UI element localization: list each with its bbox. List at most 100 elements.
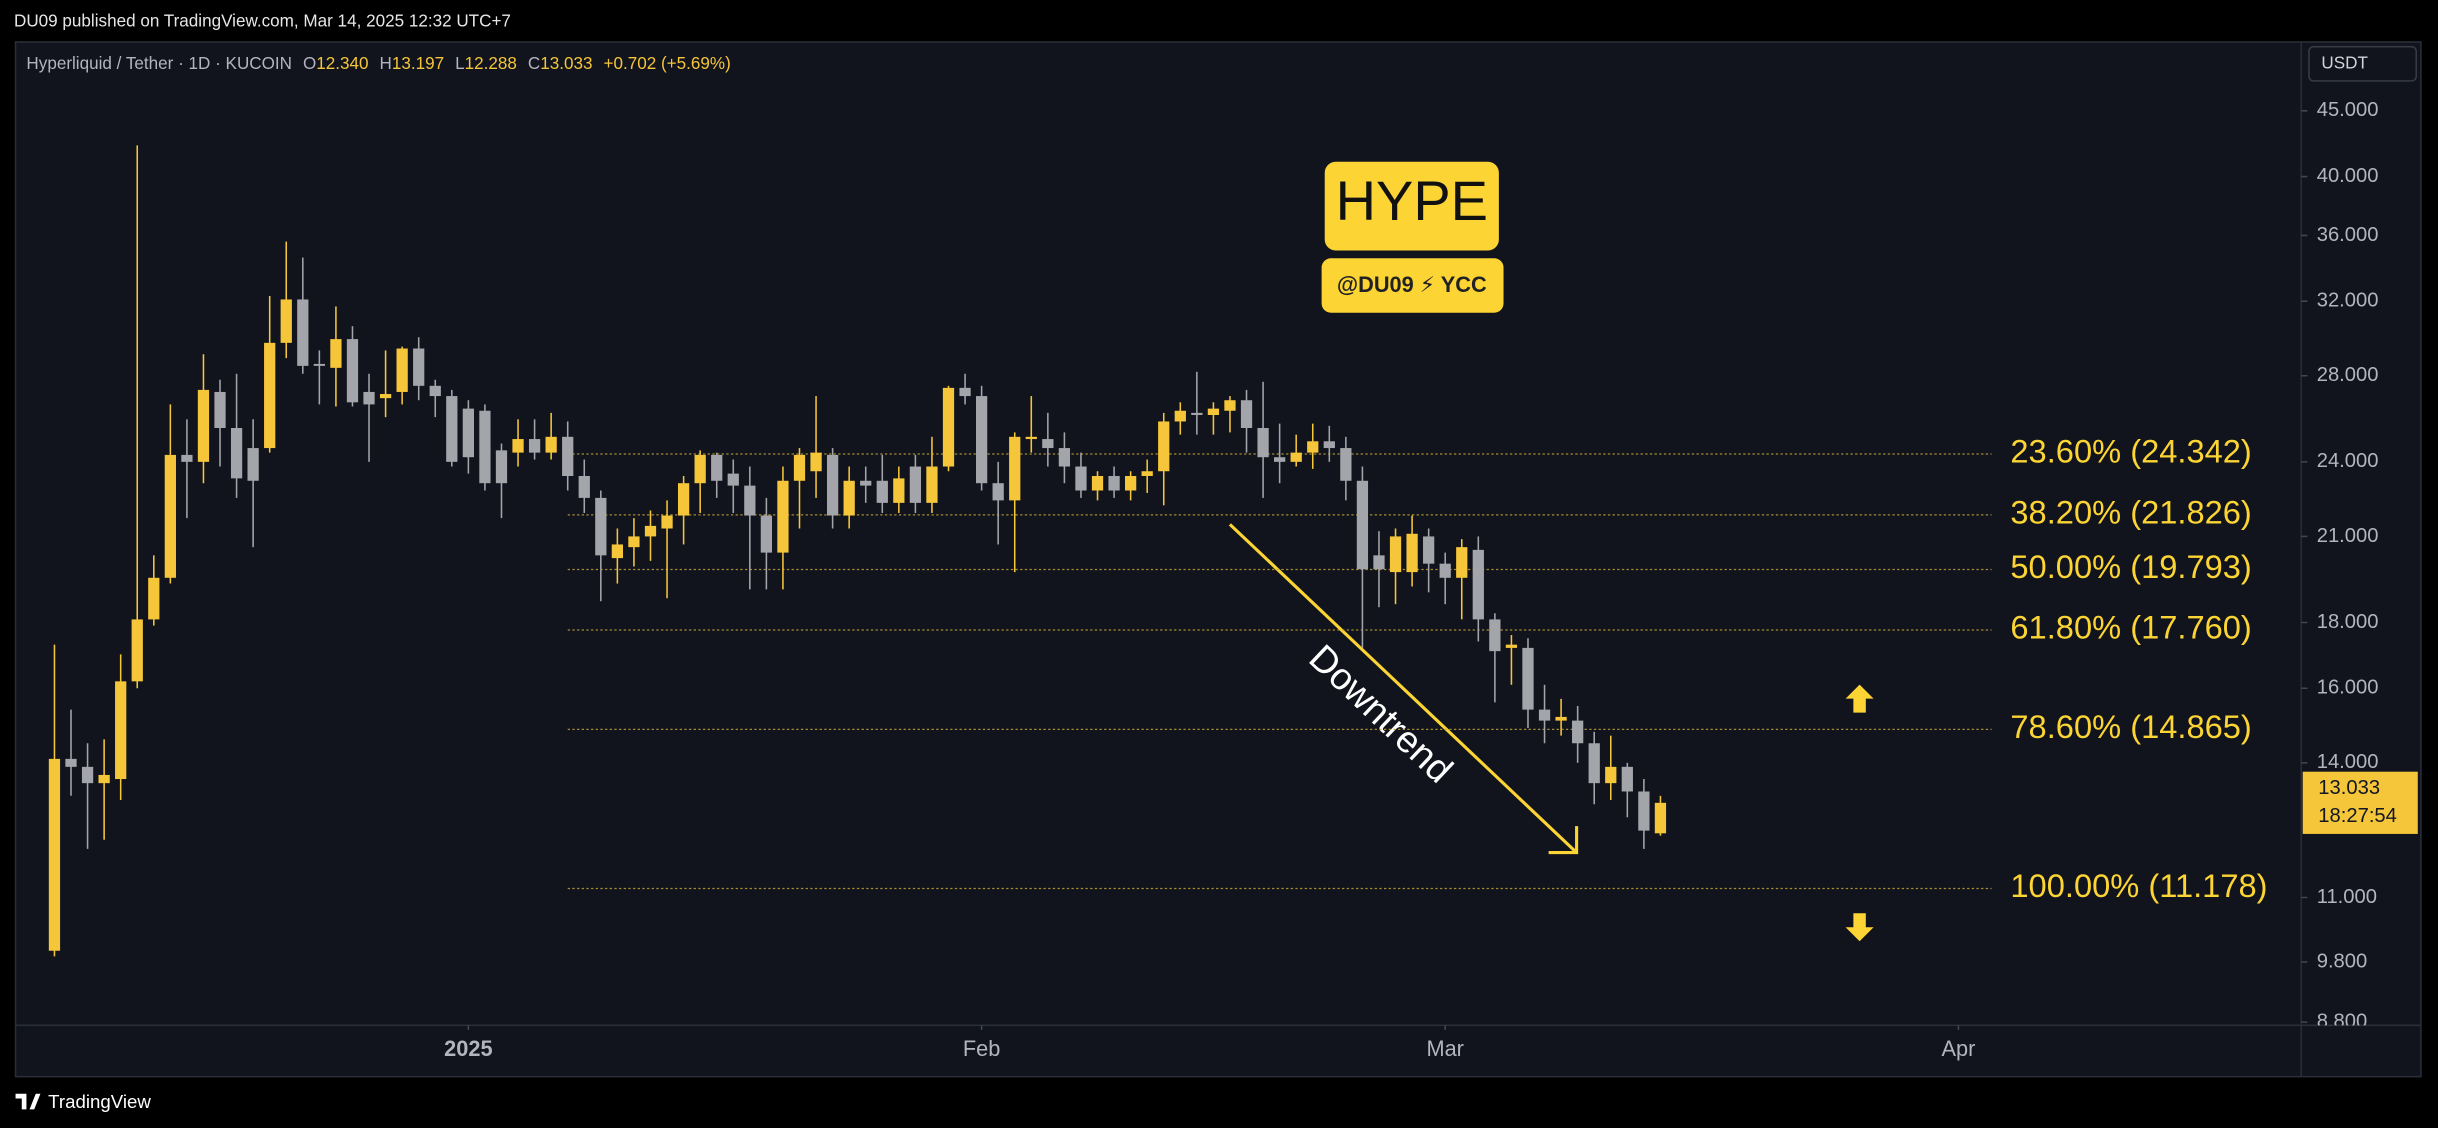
last-price-box xyxy=(2302,771,2418,834)
candle-body xyxy=(1472,549,1484,620)
candle-body xyxy=(429,385,441,397)
candle-body xyxy=(876,480,888,503)
candle-body xyxy=(131,619,143,682)
candle-body xyxy=(1240,400,1253,428)
candle-body xyxy=(1505,644,1518,648)
candle-body xyxy=(926,466,938,503)
candle-body xyxy=(1124,475,1137,491)
candle-body xyxy=(860,480,872,486)
candle-body xyxy=(528,439,541,453)
y-tick-label: 11.000 xyxy=(2317,886,2377,908)
x-tick-label: 2025 xyxy=(444,1036,492,1061)
candle-body xyxy=(1456,547,1468,578)
candle-body xyxy=(628,536,640,548)
y-tick-label: 45.000 xyxy=(2317,99,2379,121)
candle-body xyxy=(1042,439,1054,449)
candle-body xyxy=(495,450,508,484)
candle-body xyxy=(1091,475,1104,491)
badge-title: HYPE xyxy=(1336,169,1488,232)
candle-body xyxy=(115,681,127,780)
badge-box xyxy=(1324,161,1499,251)
candle-body xyxy=(1340,448,1352,481)
candle-body xyxy=(1406,533,1418,573)
candle-body xyxy=(297,299,309,366)
candle-body xyxy=(148,577,160,620)
currency-box[interactable] xyxy=(2308,45,2418,82)
ohlc-key: C xyxy=(528,53,540,72)
ohlc-key: O xyxy=(303,53,316,72)
candle-body xyxy=(545,436,557,453)
price-axis: 45.000 40.000 36.000 32.000 28.000 24.000 21.0… xyxy=(2301,99,2379,1032)
chart-frame xyxy=(14,41,2422,1078)
candle-body xyxy=(810,452,822,472)
candle-body xyxy=(1075,466,1087,491)
brand-logo xyxy=(15,1093,41,1110)
candle-body xyxy=(1191,412,1203,416)
y-tick-label: 16.000 xyxy=(2317,677,2379,699)
candle-body xyxy=(893,478,905,503)
change: +0.702 (+5.69%) xyxy=(603,53,730,72)
candle-body xyxy=(1439,563,1451,578)
up-arrow-icon xyxy=(1845,684,1874,713)
candle-body xyxy=(1174,410,1186,422)
plot-area xyxy=(48,145,1992,957)
candle-body xyxy=(793,454,806,481)
ohlc-key: L xyxy=(455,53,465,72)
candle-body xyxy=(1572,720,1584,744)
fib-label: 100.00% (11.178) xyxy=(2010,867,2267,904)
candle-body xyxy=(1307,441,1319,453)
candle-body xyxy=(181,454,193,462)
countdown: 18:27:54 xyxy=(2318,805,2397,827)
brand: TradingView xyxy=(48,1091,151,1112)
candle-body xyxy=(396,348,408,392)
candle-body xyxy=(1257,427,1269,458)
candle-body xyxy=(65,758,77,767)
candle-body xyxy=(562,436,574,476)
down-arrow-icon xyxy=(1845,913,1874,942)
candle-body xyxy=(694,454,706,484)
candle-body xyxy=(446,396,458,462)
candle-body xyxy=(280,299,292,343)
candle-body xyxy=(1141,471,1153,476)
candle-body xyxy=(1058,448,1071,467)
candle-body xyxy=(98,774,110,784)
candle-body xyxy=(1108,475,1120,491)
ohlc-value: 13.197 xyxy=(392,53,444,72)
candle-body xyxy=(1323,441,1335,449)
candle-body xyxy=(363,391,375,405)
candle-body xyxy=(1605,766,1617,784)
candle-body xyxy=(164,454,176,578)
candle-body xyxy=(711,454,723,481)
candle-body xyxy=(744,485,756,516)
candle-body xyxy=(413,348,425,386)
ohlc-key: H xyxy=(380,53,392,72)
ohlc-value: 12.288 xyxy=(465,53,517,72)
candle-body xyxy=(247,448,259,481)
candle-body xyxy=(1555,716,1567,721)
y-tick-label: 8.800 xyxy=(2317,1010,2368,1032)
candle-body xyxy=(959,387,971,397)
y-tick-label: 9.800 xyxy=(2317,950,2368,972)
candle-body xyxy=(1654,802,1667,834)
candle-body xyxy=(777,480,789,553)
y-tick-label: 40.000 xyxy=(2317,165,2379,187)
y-tick-label: 14.000 xyxy=(2317,751,2379,773)
candle-body xyxy=(1621,766,1633,792)
candle-body xyxy=(462,408,474,458)
candle-body xyxy=(975,396,988,484)
candle-body xyxy=(1009,436,1021,501)
candle-body xyxy=(1489,619,1501,652)
symbol-legend: Hyperliquid / Tether · 1D · KUCOIN O12.3… xyxy=(26,53,730,72)
last-price: 13.033 xyxy=(2318,777,2380,799)
candle-body xyxy=(264,342,276,449)
candle-body xyxy=(1588,743,1600,784)
candle-body xyxy=(1274,457,1286,462)
candle-body xyxy=(379,394,392,399)
y-tick-label: 24.000 xyxy=(2317,450,2379,472)
candle-body xyxy=(1224,400,1236,411)
published-line: DU09 published on TradingView.com, Mar 1… xyxy=(14,11,511,30)
candle-body xyxy=(661,515,673,529)
candle-body xyxy=(760,515,773,553)
candle-body xyxy=(1356,480,1369,570)
